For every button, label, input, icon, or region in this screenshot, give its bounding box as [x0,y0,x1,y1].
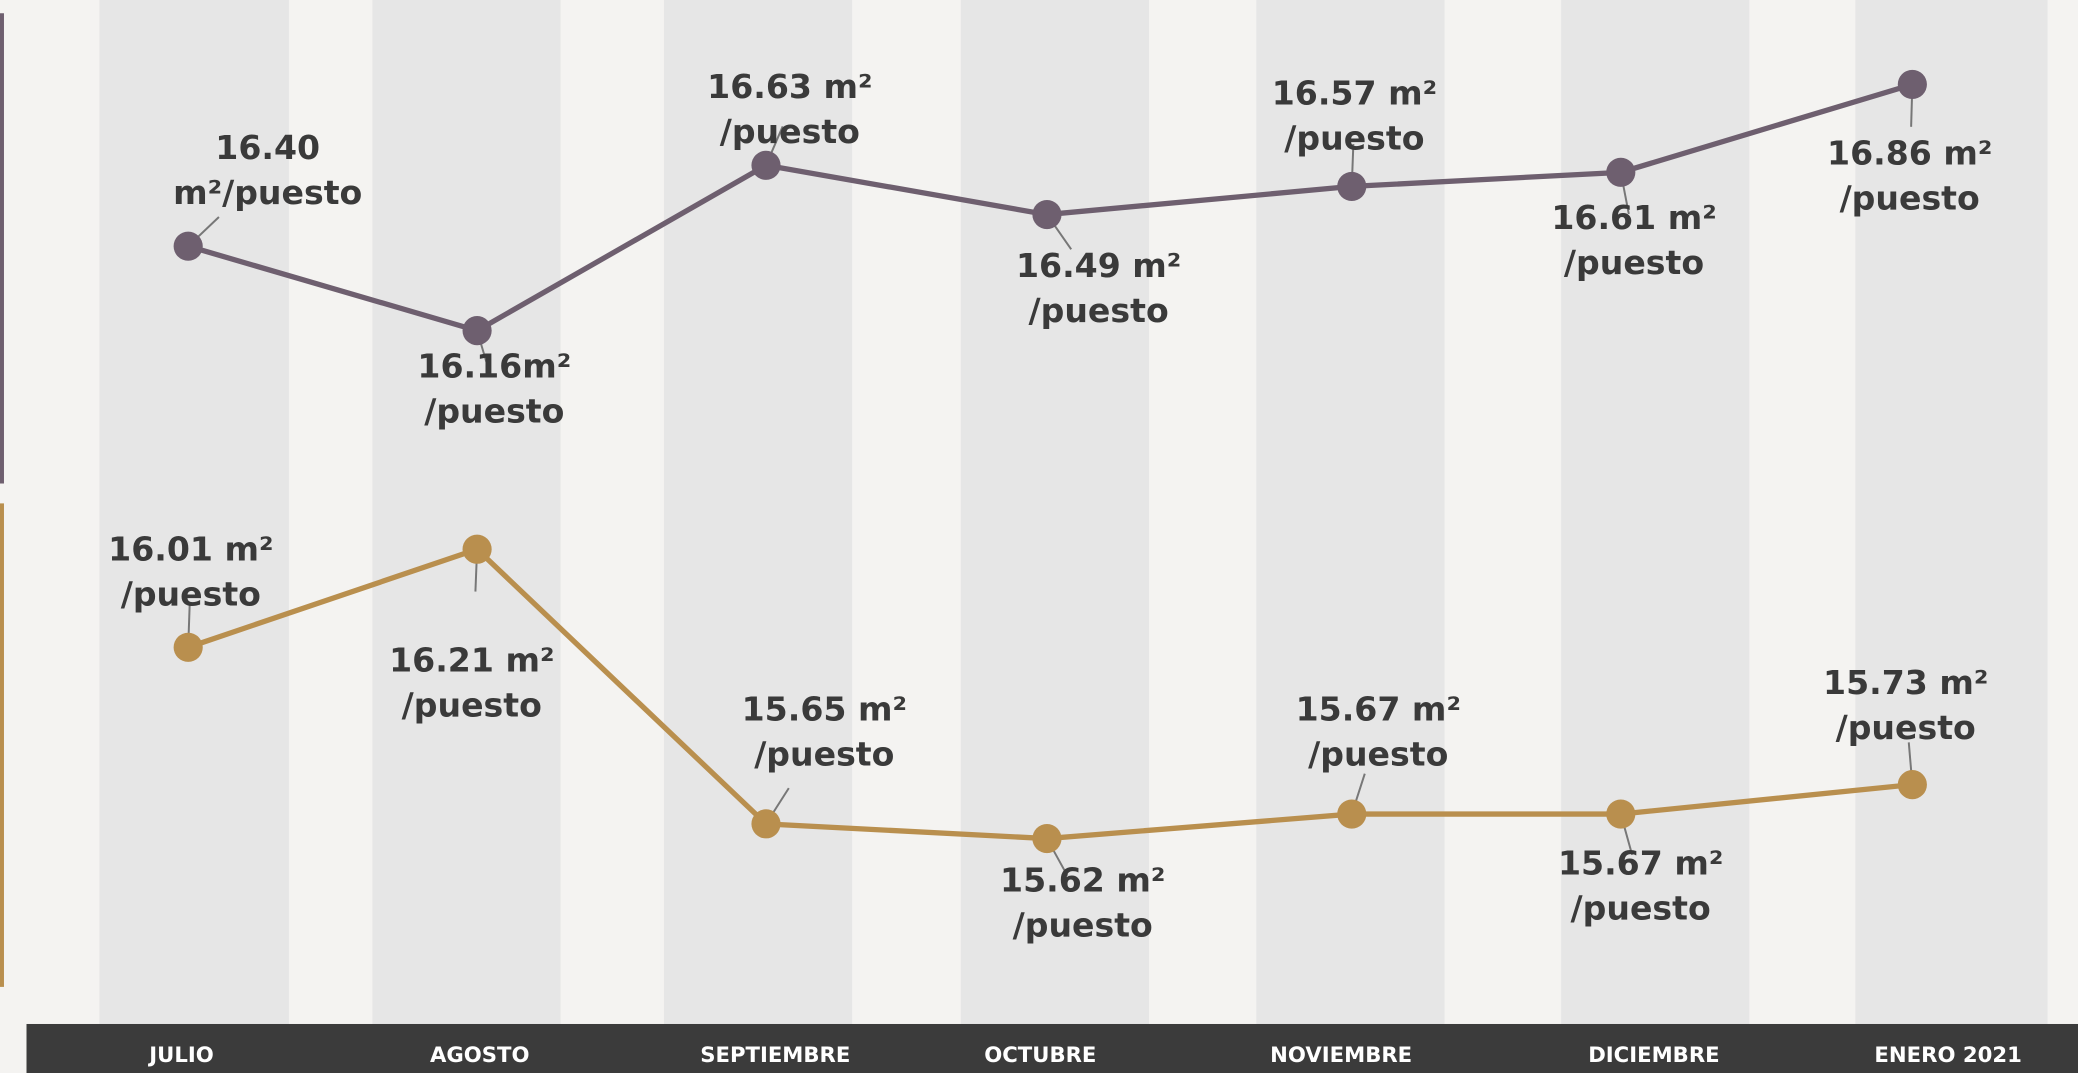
point [1606,799,1635,828]
point [1032,200,1061,229]
point [174,232,203,261]
accent-bar [0,13,4,483]
x-tick-label: NOVIEMBRE [1270,1042,1412,1067]
value-label: 16.63 m² /puesto [707,65,872,155]
value-label: 16.01 m² /puesto [108,527,273,617]
point [1032,824,1061,853]
x-tick-label: SEPTIEMBRE [700,1042,850,1067]
point [463,535,492,564]
x-tick-label: OCTUBRE [984,1042,1096,1067]
point [1898,770,1927,799]
value-label: 16.21 m² /puesto [389,638,554,728]
column-stripe [372,0,560,1024]
accent-bar [0,503,4,987]
point [174,633,203,662]
value-label: 16.16m² /puesto [417,344,571,434]
point [1606,158,1635,187]
x-tick-label: JULIO [147,1042,213,1067]
chart: JULIO AGOSTO SEPTIEMBRE OCTUBRE NOVIEMBRE DIC… [0,0,2078,1073]
value-label: 15.73 m² /puesto [1823,661,1988,751]
x-tick-label: DICIEMBRE [1588,1042,1719,1067]
value-label: 16.49 m² /puesto [1016,244,1181,334]
value-label: 15.65 m² /puesto [742,687,907,777]
point [1337,799,1366,828]
point [1898,70,1927,99]
point [1337,172,1366,201]
x-tick-label: AGOSTO [430,1042,530,1067]
value-label: 15.67 m² /puesto [1296,687,1461,777]
value-label: 16.40 m²/puesto [173,126,362,216]
value-label: 16.57 m² /puesto [1272,71,1437,161]
value-label: 16.61 m² /puesto [1551,196,1716,286]
point [751,809,780,838]
value-label: 15.67 m² /puesto [1558,841,1723,931]
value-label: 16.86 m² /puesto [1827,131,1992,221]
point [463,316,492,345]
point [751,151,780,180]
value-label: 15.62 m² /puesto [1000,858,1165,948]
x-tick-label: ENERO 2021 [1874,1042,2021,1067]
